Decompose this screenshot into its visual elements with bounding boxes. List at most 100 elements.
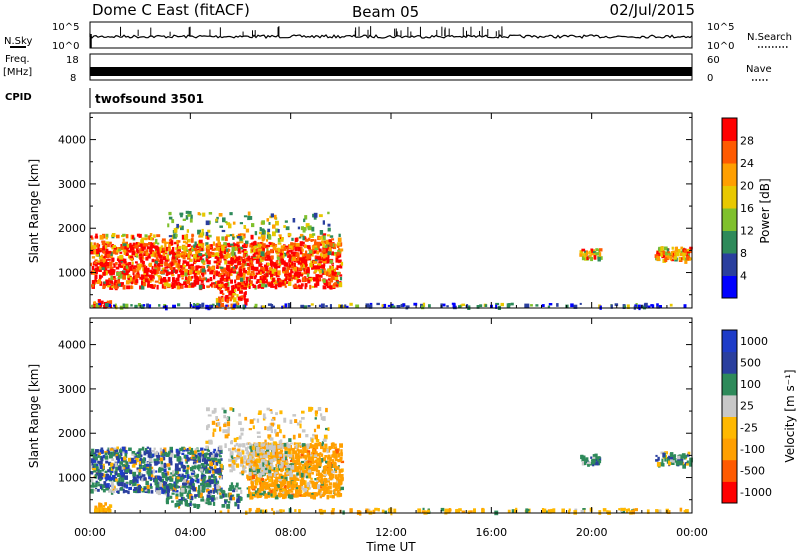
velocity-cell <box>331 470 336 474</box>
power-cell <box>319 242 323 246</box>
velocity-cell <box>168 476 172 480</box>
velocity-cell <box>284 451 288 454</box>
velocity-cell <box>214 475 217 481</box>
power-cell <box>122 233 126 237</box>
velocity-cell <box>248 486 252 489</box>
power-cell <box>180 225 184 231</box>
power-cell <box>287 276 291 280</box>
power-cell <box>298 284 301 288</box>
velocity-cell <box>248 464 251 468</box>
velocity-cell <box>511 509 515 514</box>
velocity-cell <box>141 474 146 477</box>
power-cell <box>275 275 280 278</box>
power-cell <box>102 233 106 239</box>
power-cell <box>329 259 333 264</box>
power-cell <box>136 270 140 273</box>
power-cell <box>105 270 108 276</box>
velocity-cell <box>289 459 294 462</box>
power-cell <box>191 234 195 237</box>
velocity-cell <box>312 444 315 449</box>
power-cell <box>236 284 240 289</box>
power-cell <box>174 279 178 284</box>
power-cell <box>274 282 277 285</box>
velocity-cell <box>272 489 277 494</box>
power-cell <box>209 277 212 281</box>
velocity-cell <box>206 479 211 483</box>
power-cell <box>667 254 672 258</box>
velocity-cell <box>290 490 294 493</box>
velocity-cell <box>273 472 276 477</box>
velocity-cell <box>273 458 277 461</box>
power-cell <box>314 247 319 250</box>
power-cell <box>148 242 152 246</box>
velocity-cell <box>162 456 166 461</box>
velocity-cell <box>222 493 225 498</box>
power-cell <box>165 241 170 244</box>
power-cell <box>234 258 239 262</box>
velocity-cell <box>266 407 270 411</box>
power-cell <box>262 267 266 272</box>
velocity-cell <box>270 493 273 497</box>
velocity-cell <box>301 464 305 467</box>
power-cell <box>185 249 189 253</box>
velocity-cell <box>104 502 107 506</box>
power-cell <box>316 251 320 255</box>
velocity-cell <box>272 441 277 445</box>
velocity-cell <box>132 459 137 464</box>
power-cell <box>216 271 220 274</box>
power-cell <box>106 266 110 269</box>
power-cell <box>155 249 158 253</box>
power-cell <box>220 281 224 285</box>
power-cell <box>318 269 322 274</box>
velocity-cell <box>257 488 260 491</box>
power-cell <box>191 248 195 252</box>
velocity-cell <box>193 458 197 462</box>
velocity-cell <box>151 453 155 458</box>
power-cell <box>184 279 187 283</box>
power-cell <box>143 269 147 273</box>
velocity-cell <box>333 488 336 494</box>
power-cell <box>102 247 105 251</box>
velocity-cell <box>303 488 307 492</box>
velocity-cell <box>422 507 425 510</box>
power-cell <box>224 221 228 224</box>
velocity-cell <box>194 448 199 452</box>
nsky-tick-top: 10^5 <box>52 22 79 33</box>
power-cell <box>146 271 149 275</box>
power-cell <box>339 274 343 277</box>
velocity-cell <box>340 449 343 454</box>
power-cell <box>165 271 169 277</box>
velocity-cell <box>206 457 209 462</box>
velocity-cell <box>301 470 306 473</box>
velocity-cell <box>325 427 329 431</box>
velocity-cell <box>267 434 272 439</box>
velocity-cell <box>99 449 104 454</box>
velocity-cell <box>249 475 252 479</box>
velocity-cell <box>320 446 324 450</box>
power-cell <box>263 284 268 288</box>
velocity-cell <box>118 454 122 459</box>
power-cell <box>191 254 195 257</box>
velocity-cell <box>587 461 591 465</box>
velocity-cell <box>169 446 173 452</box>
velocity-cell <box>253 494 257 498</box>
velocity-cell <box>97 481 100 484</box>
velocity-cell <box>104 452 108 455</box>
power-cell <box>209 270 214 275</box>
velocity-cell <box>114 462 118 468</box>
velocity-cell <box>247 442 251 445</box>
velocity-cell <box>680 456 683 460</box>
power-cell <box>281 248 284 251</box>
velocity-cell <box>298 485 302 490</box>
power-cell <box>275 260 279 265</box>
power-cell <box>288 278 292 282</box>
power-cell <box>103 304 107 309</box>
power-cell <box>148 304 152 307</box>
velocity-cell <box>165 485 170 490</box>
velocity-cell <box>514 509 518 514</box>
velocity-cell <box>289 419 293 424</box>
velocity-cell <box>237 487 242 490</box>
power-cell <box>291 237 294 241</box>
velocity-cell <box>279 443 282 448</box>
power-cell <box>656 305 660 309</box>
